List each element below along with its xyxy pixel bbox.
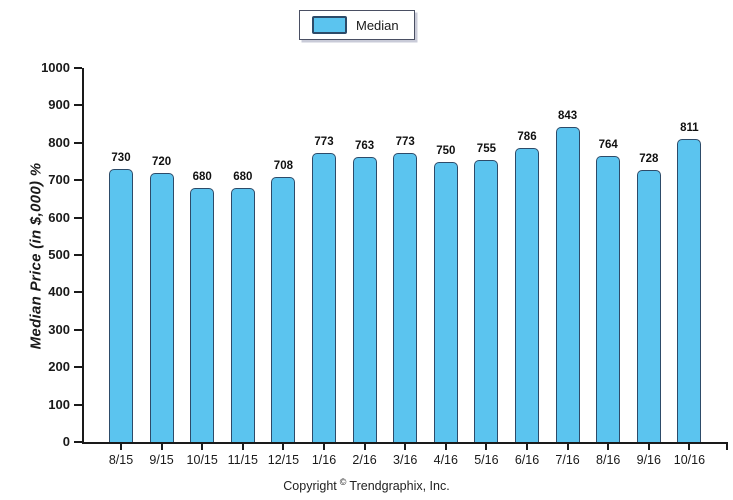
copyright-symbol-icon: © bbox=[339, 477, 347, 487]
y-axis-tick-label: 0 bbox=[62, 434, 70, 449]
x-axis-tick-label: 12/15 bbox=[267, 453, 300, 467]
bar-value-label: 843 bbox=[558, 109, 578, 122]
copyright-suffix: Trendgraphix, Inc. bbox=[349, 479, 450, 494]
y-axis-tick bbox=[74, 216, 82, 219]
x-axis-tick-label: 11/15 bbox=[227, 453, 258, 467]
bar-value-label: 773 bbox=[314, 135, 334, 148]
x-axis-tick-label: 2/16 bbox=[352, 453, 377, 467]
x-axis-tick-label: 5/16 bbox=[474, 453, 499, 467]
bar bbox=[190, 187, 215, 442]
x-axis-tick bbox=[120, 444, 122, 450]
x-axis-tick bbox=[485, 444, 488, 450]
bar bbox=[149, 172, 174, 442]
x-axis-tick bbox=[688, 444, 691, 450]
y-axis-tick-label: 800 bbox=[48, 134, 70, 150]
bar bbox=[352, 156, 377, 442]
bar-value-label: 680 bbox=[233, 170, 253, 183]
y-axis-tick bbox=[74, 179, 82, 182]
y-axis-tick bbox=[74, 141, 82, 144]
bar-value-label: 750 bbox=[436, 144, 456, 157]
y-axis-tick-label: 600 bbox=[48, 209, 70, 225]
bar bbox=[515, 148, 539, 442]
copyright-prefix: Copyright bbox=[283, 479, 337, 494]
x-axis-tick bbox=[363, 444, 366, 450]
bar-value-label: 708 bbox=[273, 160, 293, 173]
bar-value-label: 763 bbox=[355, 139, 375, 152]
x-axis-tick bbox=[526, 444, 528, 450]
copyright-text: Copyright © Trendgraphix, Inc. bbox=[0, 477, 733, 493]
y-axis-tick-label: 400 bbox=[48, 284, 70, 300]
bar bbox=[230, 187, 255, 442]
bar-value-label: 720 bbox=[152, 155, 172, 168]
x-axis-tick-label: 7/16 bbox=[555, 453, 580, 467]
x-axis-tick-label: 3/16 bbox=[393, 453, 418, 467]
y-axis-tick bbox=[74, 403, 82, 406]
x-axis-end-tick bbox=[726, 444, 728, 450]
y-axis-tick-label: 500 bbox=[48, 247, 70, 262]
bar-value-label: 764 bbox=[598, 139, 618, 152]
bar bbox=[555, 126, 580, 442]
bar-value-label: 728 bbox=[639, 152, 659, 165]
y-axis-tick bbox=[74, 254, 82, 256]
x-axis-tick bbox=[566, 444, 569, 450]
bar-value-label: 786 bbox=[517, 131, 537, 144]
x-axis-tick-label: 9/16 bbox=[636, 453, 661, 467]
y-axis-tick-label: 1000 bbox=[41, 60, 70, 75]
bar-value-label: 730 bbox=[111, 151, 131, 164]
x-axis-tick bbox=[647, 444, 650, 450]
x-axis-line bbox=[82, 442, 728, 444]
x-axis-tick bbox=[201, 444, 204, 450]
y-axis-tick bbox=[74, 328, 82, 331]
bar bbox=[677, 138, 702, 442]
bar bbox=[636, 169, 661, 442]
legend-label: Median bbox=[356, 17, 399, 33]
y-axis-tick bbox=[74, 291, 82, 294]
bar bbox=[109, 168, 133, 442]
legend: Median bbox=[299, 10, 415, 40]
legend-swatch bbox=[312, 16, 347, 34]
x-axis-tick-label: 8/15 bbox=[108, 453, 134, 467]
x-axis-tick-label: 9/15 bbox=[149, 453, 174, 467]
x-axis-tick-label: 8/16 bbox=[596, 453, 621, 467]
y-axis-tick-label: 200 bbox=[48, 359, 70, 375]
y-axis-tick bbox=[74, 441, 82, 443]
bar bbox=[433, 161, 458, 442]
x-axis-tick bbox=[282, 444, 285, 450]
x-axis-tick-label: 4/16 bbox=[433, 453, 458, 467]
y-axis-tick-label: 700 bbox=[48, 172, 70, 188]
bar bbox=[474, 159, 499, 442]
plot-area: 0 100 200 300 400 500 600 700 800 900 1000 730 8/15 7… bbox=[41, 60, 728, 467]
y-axis-tick bbox=[74, 366, 82, 369]
y-axis-tick bbox=[74, 104, 82, 107]
bar bbox=[596, 156, 621, 442]
x-axis-tick bbox=[444, 444, 447, 450]
bar bbox=[312, 152, 336, 442]
x-axis-tick-label: 10/15 bbox=[186, 453, 218, 467]
bar-value-label: 755 bbox=[476, 142, 496, 155]
bar-value-label: 680 bbox=[192, 170, 212, 183]
x-axis-tick bbox=[160, 444, 163, 450]
x-axis-tick bbox=[607, 444, 610, 450]
y-axis-tick-label: 300 bbox=[48, 321, 70, 337]
bar-value-label: 811 bbox=[680, 121, 699, 134]
y-axis-tick bbox=[74, 67, 82, 69]
x-axis-tick bbox=[241, 444, 244, 450]
y-axis-line bbox=[82, 68, 84, 444]
y-axis-tick-label: 100 bbox=[48, 396, 70, 412]
y-axis-tick-label: 900 bbox=[48, 97, 70, 113]
bar bbox=[271, 177, 296, 442]
bar-value-label: 773 bbox=[395, 135, 415, 148]
x-axis-tick bbox=[323, 444, 325, 450]
x-axis-tick bbox=[404, 444, 407, 450]
x-axis-tick-label: 10/16 bbox=[673, 453, 706, 467]
bar bbox=[393, 152, 418, 442]
x-axis-tick-label: 6/16 bbox=[514, 453, 540, 467]
x-axis-tick-label: 1/16 bbox=[311, 453, 337, 467]
